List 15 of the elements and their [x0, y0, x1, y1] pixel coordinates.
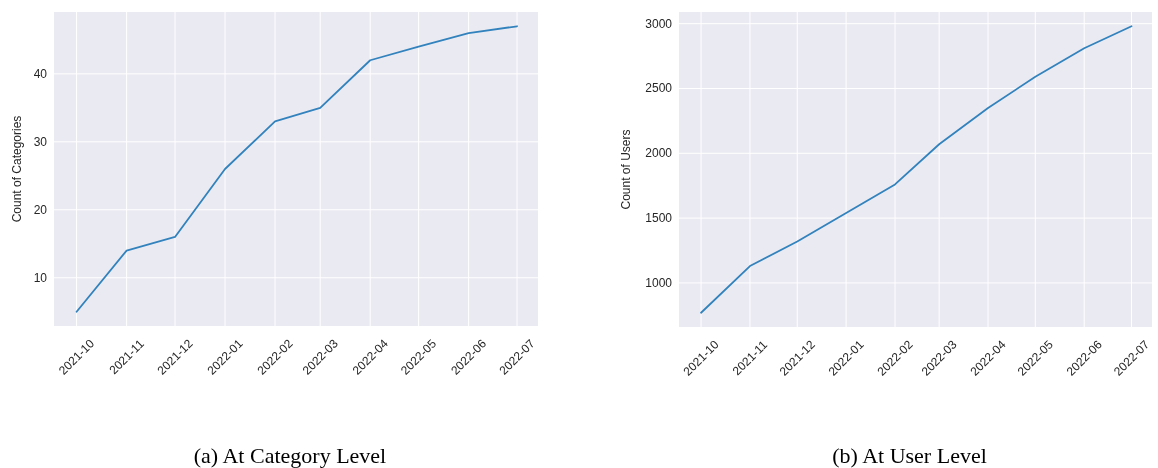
y-tick-label: 40 — [33, 66, 48, 81]
y-tick-label: 2500 — [645, 81, 673, 96]
y-tick-label: 20 — [33, 202, 48, 217]
y-tick-label: 1500 — [645, 211, 673, 226]
text: (a) At Category Level — [193, 443, 387, 468]
text: (b) At User Level — [832, 443, 987, 468]
y-tick-label: 2000 — [645, 146, 673, 161]
y-axis-title: Count of Categories — [10, 115, 24, 223]
line-series — [75, 25, 518, 313]
y-tick-label: 3000 — [645, 16, 673, 31]
line-series — [700, 25, 1133, 314]
y-axis-title: Count of Users — [619, 129, 633, 210]
y-tick-label: 1000 — [645, 275, 673, 290]
y-tick-label: 30 — [33, 134, 48, 149]
y-tick-label: 10 — [33, 270, 48, 285]
